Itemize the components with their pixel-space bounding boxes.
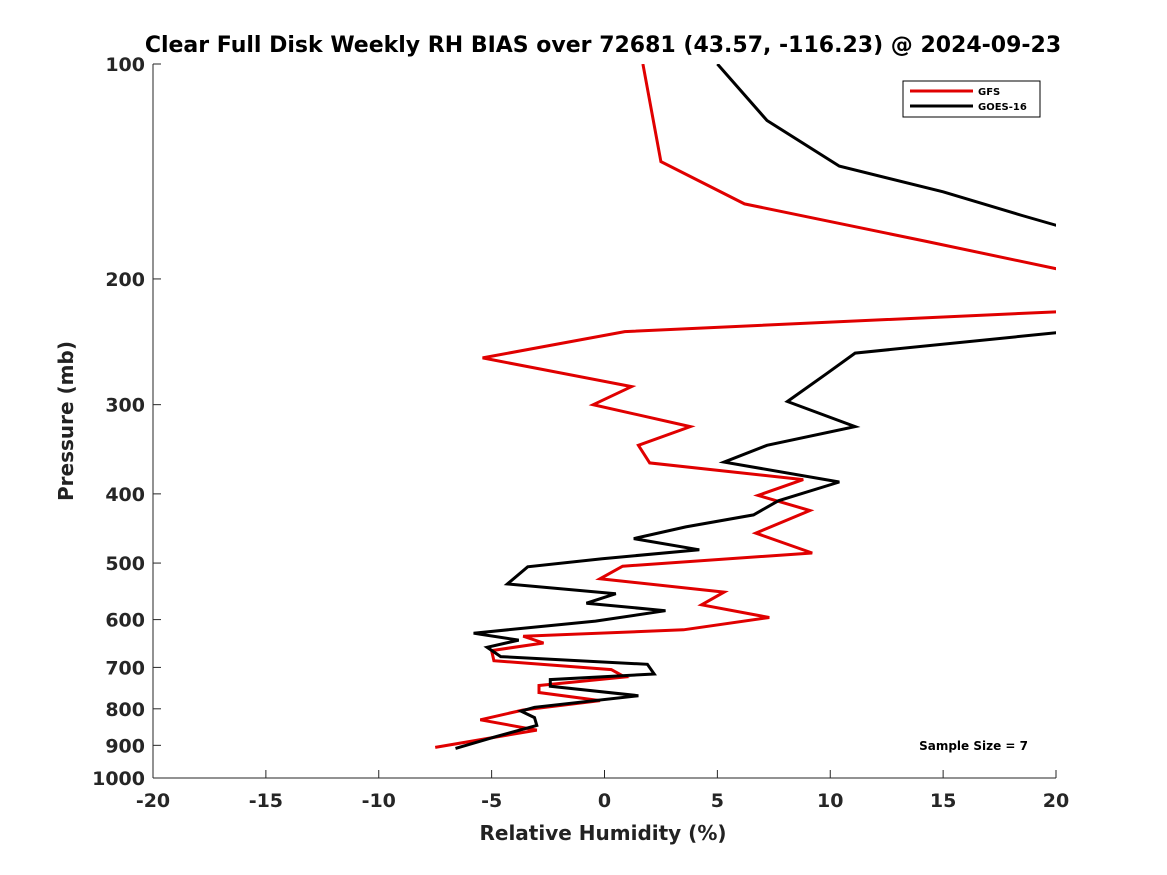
- y-tick-label: 200: [105, 269, 145, 291]
- y-axis-label: Pressure (mb): [54, 341, 78, 501]
- y-tick-label: 300: [105, 395, 145, 417]
- x-tick-label: -15: [249, 790, 283, 812]
- y-tick-label: 100: [105, 54, 145, 76]
- x-tick-label: 20: [1043, 790, 1069, 812]
- series-line-goes16: [455, 64, 1056, 750]
- x-tick-label: 10: [817, 790, 843, 812]
- x-tick-label: -10: [362, 790, 396, 812]
- y-tick-label: 1000: [92, 768, 145, 790]
- y-tick-label: 400: [105, 484, 145, 506]
- x-tick-label: -5: [481, 790, 502, 812]
- x-axis-label: Relative Humidity (%): [479, 821, 726, 845]
- y-tick-label: 600: [105, 610, 145, 632]
- legend-box: [902, 80, 1041, 118]
- legend-label-goes16: GOES-16: [978, 102, 1027, 113]
- series-line-gfs: [434, 64, 1056, 749]
- series-layer: [434, 64, 1056, 750]
- x-tick-label: 15: [930, 790, 956, 812]
- legend-label-gfs: GFS: [978, 87, 1000, 98]
- sample-size-annotation: Sample Size = 7: [919, 739, 1028, 753]
- x-tick-label: -20: [136, 790, 170, 812]
- y-tick-label: 900: [105, 735, 145, 757]
- x-tick-label: 5: [711, 790, 724, 812]
- x-tick-label: 0: [598, 790, 611, 812]
- chart-title: Clear Full Disk Weekly RH BIAS over 7268…: [145, 33, 1061, 58]
- plot-area: [153, 64, 1056, 778]
- y-tick-label: 800: [105, 699, 145, 721]
- ticks-layer: -20 -15 -10 -5 0 5 10 15 20 100 200 300 400 500 600 700…: [92, 54, 1069, 812]
- y-tick-label: 700: [105, 657, 145, 679]
- legend: GFS GOES-16: [902, 80, 1041, 118]
- y-tick-label: 500: [105, 553, 145, 575]
